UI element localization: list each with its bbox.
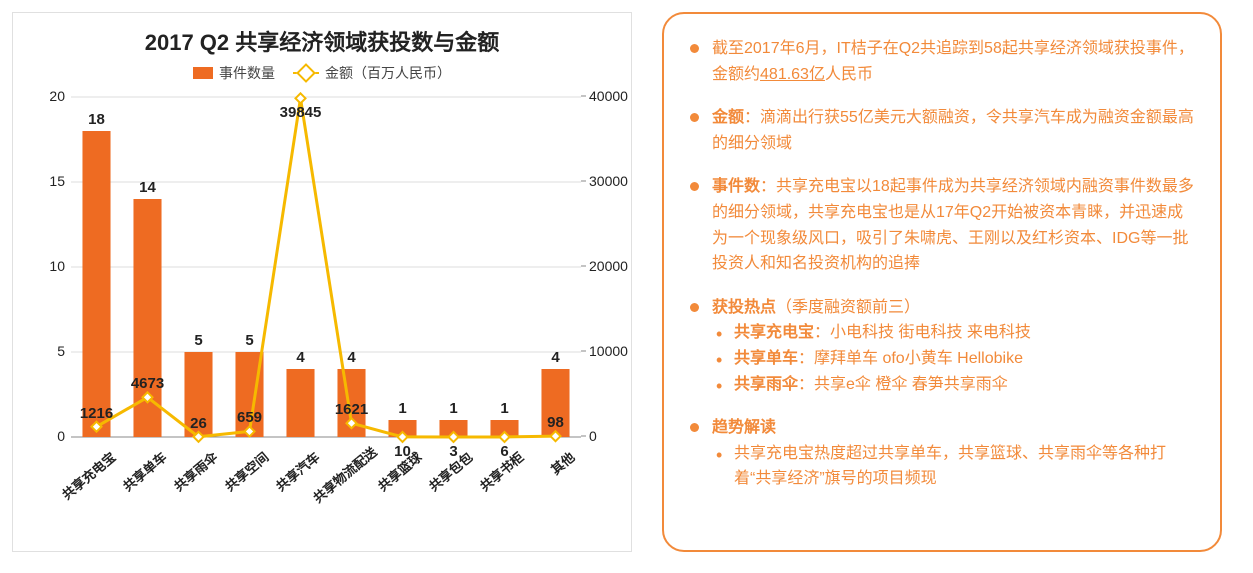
line-value-label: 1216 bbox=[80, 405, 113, 422]
y-left-tick: 15 bbox=[49, 173, 65, 189]
chart-legend: 事件数量 金额（百万人民币） bbox=[21, 63, 623, 83]
y-left-tick: 5 bbox=[57, 343, 65, 359]
legend-line-label: 金额（百万人民币） bbox=[325, 63, 451, 83]
notes-subitem: 共享充电宝热度超过共享单车，共享篮球、共享雨伞等各种打着“共享经济”旗号的项目频… bbox=[712, 441, 1194, 492]
line-value-label: 6 bbox=[500, 443, 508, 460]
y-left-tick: 0 bbox=[57, 428, 65, 444]
notes-item: 趋势解读共享充电宝热度超过共享单车，共享篮球、共享雨伞等各种打着“共享经济”旗号… bbox=[690, 415, 1194, 492]
line-value-label: 39845 bbox=[280, 104, 322, 121]
line-value-label: 3 bbox=[449, 443, 457, 460]
chart-panel: 2017 Q2 共享经济领域获投数与金额 事件数量 金额（百万人民币） 0510… bbox=[12, 12, 632, 552]
y-right-tick: 20000 bbox=[589, 258, 628, 274]
bar-value-label: 14 bbox=[139, 179, 156, 196]
notes-subitem: 共享雨伞：共享e伞 橙伞 春笋共享雨伞 bbox=[712, 372, 1194, 398]
legend-item-line: 金额（百万人民币） bbox=[293, 63, 451, 83]
line-value-label: 26 bbox=[190, 415, 207, 432]
notes-list: 截至2017年6月，IT桔子在Q2共追踪到58起共享经济领域获投事件，金额约48… bbox=[690, 36, 1194, 492]
y-left-tick: 10 bbox=[49, 258, 65, 274]
bar-swatch-icon bbox=[193, 67, 213, 79]
notes-item: 金额：滴滴出行获55亿美元大额融资，令共享汽车成为融资金额最高的细分领域 bbox=[690, 105, 1194, 156]
bar-value-label: 1 bbox=[500, 400, 508, 417]
chart-plot-area: 0510152001000020000300004000018共享充电宝14共享… bbox=[21, 87, 623, 527]
notes-item: 获投热点（季度融资额前三）共享充电宝：小电科技 街电科技 来电科技共享单车：摩拜… bbox=[690, 295, 1194, 397]
notes-subitem: 共享充电宝：小电科技 街电科技 来电科技 bbox=[712, 320, 1194, 346]
bar-value-label: 1 bbox=[398, 400, 406, 417]
bar-value-label: 5 bbox=[194, 332, 202, 349]
bar-value-label: 1 bbox=[449, 400, 457, 417]
bar-value-label: 4 bbox=[296, 349, 304, 366]
line-value-label: 98 bbox=[547, 414, 564, 431]
line-value-label: 1621 bbox=[335, 401, 368, 418]
bar-value-label: 5 bbox=[245, 332, 253, 349]
notes-item: 事件数：共享充电宝以18起事件成为共享经济领域内融资事件数最多的细分领域，共享充… bbox=[690, 174, 1194, 276]
y-left-tick: 20 bbox=[49, 88, 65, 104]
line-value-label: 4673 bbox=[131, 375, 164, 392]
y-right-tick: 10000 bbox=[589, 343, 628, 359]
line-value-label: 659 bbox=[237, 409, 262, 426]
y-right-tick: 30000 bbox=[589, 173, 628, 189]
legend-bar-label: 事件数量 bbox=[219, 63, 275, 83]
y-right-tick: 0 bbox=[589, 428, 597, 444]
bar-value-label: 4 bbox=[347, 349, 355, 366]
legend-item-bar: 事件数量 bbox=[193, 63, 275, 83]
notes-panel: 截至2017年6月，IT桔子在Q2共追踪到58起共享经济领域获投事件，金额约48… bbox=[662, 12, 1222, 552]
line-value-label: 10 bbox=[394, 443, 411, 460]
notes-item: 截至2017年6月，IT桔子在Q2共追踪到58起共享经济领域获投事件，金额约48… bbox=[690, 36, 1194, 87]
bar-value-label: 4 bbox=[551, 349, 559, 366]
notes-subitem: 共享单车：摩拜单车 ofo小黄车 Hellobike bbox=[712, 346, 1194, 372]
chart-title: 2017 Q2 共享经济领域获投数与金额 bbox=[21, 25, 623, 57]
y-right-tick: 40000 bbox=[589, 88, 628, 104]
line-swatch-icon bbox=[293, 72, 319, 74]
bar-value-label: 18 bbox=[88, 111, 105, 128]
